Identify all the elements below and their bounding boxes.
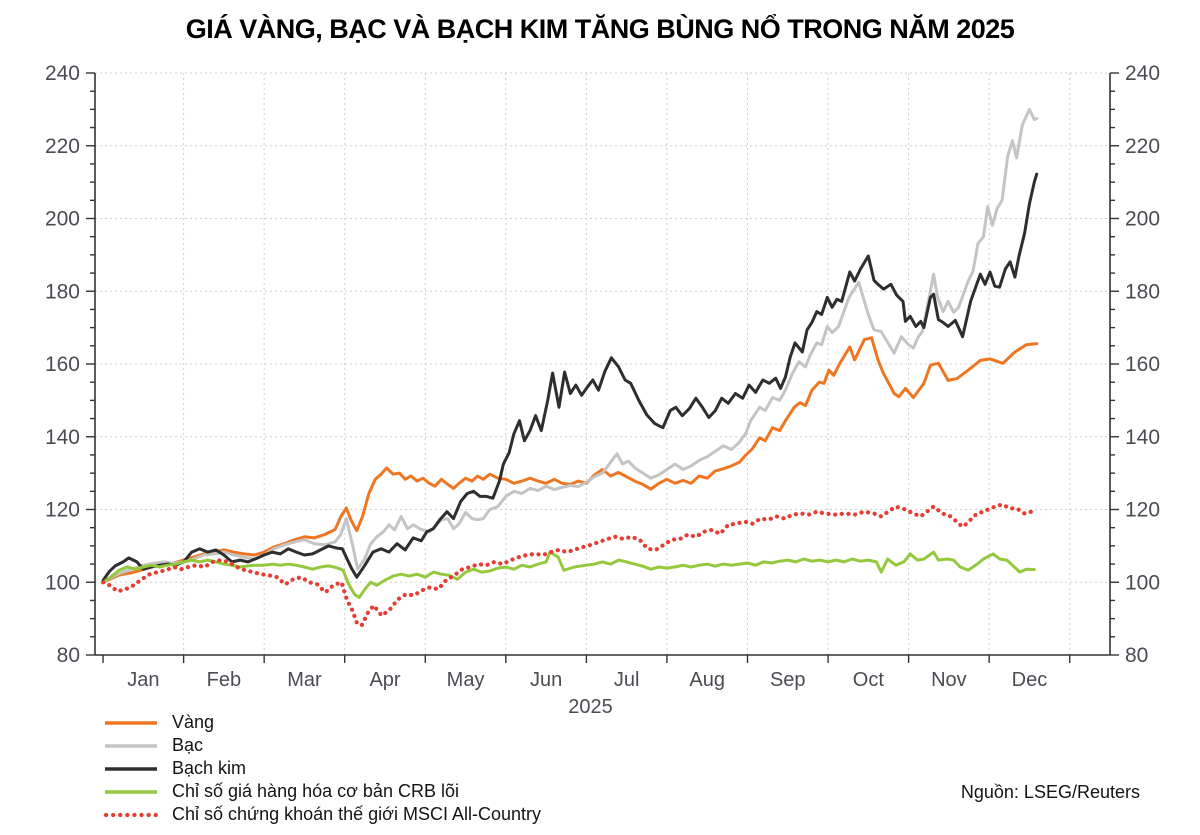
series-line-1 bbox=[101, 107, 1039, 584]
y-tick-label-right: 80 bbox=[1125, 644, 1148, 667]
legend-line-solid-icon bbox=[105, 743, 157, 748]
legend-label: Bạch kim bbox=[172, 758, 247, 778]
y-tick-label-left: 200 bbox=[45, 208, 80, 231]
legend-line-dotted-icon bbox=[103, 812, 159, 817]
legend-item-crb: Chỉ số giá hàng hóa cơ bản CRB lõi bbox=[103, 780, 541, 803]
legend-item-msci: Chỉ số chứng khoán thế giới MSCI All-Cou… bbox=[103, 803, 541, 826]
series-line-4 bbox=[101, 502, 1037, 628]
legend-label: Vàng bbox=[172, 712, 215, 732]
legend-line-solid-icon bbox=[105, 766, 157, 771]
x-tick-label: Nov bbox=[931, 669, 967, 691]
series-line-0 bbox=[101, 336, 1039, 584]
x-tick-label: May bbox=[447, 669, 485, 691]
x-tick-label: Dec bbox=[1012, 669, 1048, 691]
y-tick-label-right: 100 bbox=[1125, 571, 1160, 594]
x-tick-label: Sep bbox=[770, 669, 806, 691]
chart-title: GIÁ VÀNG, BẠC VÀ BẠCH KIM TĂNG BÙNG NỔ T… bbox=[185, 14, 1015, 44]
y-tick-label-right: 120 bbox=[1125, 499, 1160, 522]
x-tick-label: Oct bbox=[853, 669, 885, 691]
x-tick-label: Jul bbox=[614, 669, 640, 691]
legend-label: Bạc bbox=[172, 735, 204, 755]
x-tick-label: Jan bbox=[127, 669, 159, 691]
x-tick-label: Mar bbox=[287, 669, 322, 691]
y-tick-label-left: 180 bbox=[45, 280, 80, 303]
series-line-2 bbox=[101, 172, 1039, 582]
y-tick-label-right: 240 bbox=[1125, 62, 1160, 85]
y-tick-label-left: 240 bbox=[45, 62, 80, 85]
y-tick-label-left: 120 bbox=[45, 499, 80, 522]
y-tick-label-right: 200 bbox=[1125, 208, 1160, 231]
legend-item-bach-kim: Bạch kim bbox=[103, 757, 541, 780]
legend: Vàng Bạc Bạch kim Chỉ số giá hàng hóa cơ… bbox=[103, 711, 541, 826]
x-tick-label: Jun bbox=[530, 669, 562, 691]
legend-label: Chỉ số giá hàng hóa cơ bản CRB lõi bbox=[172, 781, 459, 801]
y-tick-label-left: 160 bbox=[45, 353, 80, 376]
y-tick-label-right: 180 bbox=[1125, 280, 1160, 303]
y-tick-label-left: 100 bbox=[45, 571, 80, 594]
y-tick-label-right: 140 bbox=[1125, 426, 1160, 449]
legend-line-solid-icon bbox=[105, 789, 157, 794]
y-tick-label-left: 220 bbox=[45, 135, 80, 158]
y-tick-label-right: 220 bbox=[1125, 135, 1160, 158]
legend-label: Chỉ số chứng khoán thế giới MSCI All-Cou… bbox=[172, 804, 542, 824]
x-tick-label: Feb bbox=[207, 669, 241, 691]
source-credit: Nguồn: LSEG/Reuters bbox=[960, 782, 1140, 802]
y-tick-label-left: 80 bbox=[57, 644, 80, 667]
x-axis-year-label: 2025 bbox=[568, 696, 613, 718]
y-tick-label-left: 140 bbox=[45, 426, 80, 449]
x-tick-label: Aug bbox=[689, 669, 725, 691]
legend-line-solid-icon bbox=[105, 720, 157, 725]
series-line-3 bbox=[101, 550, 1036, 599]
legend-item-bac: Bạc bbox=[103, 734, 541, 757]
legend-item-vang: Vàng bbox=[103, 711, 541, 734]
y-tick-label-right: 160 bbox=[1125, 353, 1160, 376]
x-tick-label: Apr bbox=[369, 669, 400, 691]
